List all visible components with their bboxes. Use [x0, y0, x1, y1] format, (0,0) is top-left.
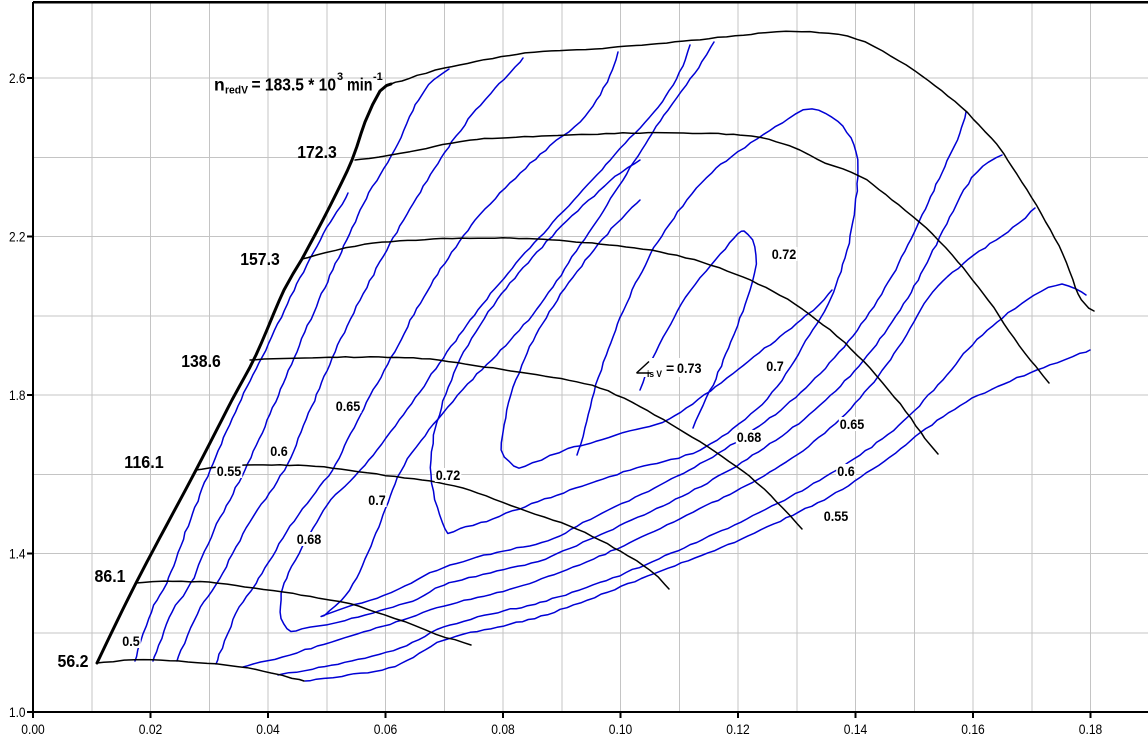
svg-text:138.6: 138.6: [181, 351, 221, 371]
svg-text:0.14: 0.14: [844, 722, 868, 738]
svg-text:1.4: 1.4: [9, 547, 26, 563]
svg-text:157.3: 157.3: [240, 249, 280, 269]
svg-text:= 183.5 * 10: = 183.5 * 10: [252, 75, 337, 95]
svg-text:0.7: 0.7: [368, 492, 386, 508]
svg-text:min: min: [347, 75, 373, 95]
svg-text:86.1: 86.1: [95, 566, 126, 586]
svg-text:2.2: 2.2: [9, 230, 26, 246]
svg-text:0.10: 0.10: [609, 722, 633, 738]
svg-text:0.55: 0.55: [824, 508, 849, 524]
svg-text:0.7: 0.7: [766, 358, 784, 374]
svg-text:=: =: [666, 360, 674, 376]
svg-text:56.2: 56.2: [58, 651, 89, 671]
svg-text:n: n: [214, 75, 225, 95]
svg-text:0.55: 0.55: [217, 463, 242, 479]
svg-text:0.04: 0.04: [256, 722, 280, 738]
svg-text:-1: -1: [373, 71, 383, 83]
svg-text:0.68: 0.68: [297, 531, 322, 547]
svg-text:0.18: 0.18: [1079, 722, 1103, 738]
svg-text:0.68: 0.68: [737, 429, 762, 445]
svg-text:0.08: 0.08: [491, 722, 515, 738]
svg-text:0.5: 0.5: [122, 633, 140, 649]
svg-text:0.06: 0.06: [374, 722, 398, 738]
svg-text:1.0: 1.0: [9, 705, 26, 721]
svg-text:0.02: 0.02: [139, 722, 163, 738]
svg-text:is V: is V: [647, 369, 663, 380]
svg-text:172.3: 172.3: [297, 142, 337, 162]
svg-text:0.00: 0.00: [21, 722, 45, 738]
svg-text:2.6: 2.6: [9, 71, 26, 87]
svg-text:0.65: 0.65: [336, 398, 361, 414]
svg-text:116.1: 116.1: [124, 452, 164, 472]
svg-text:0.73: 0.73: [677, 360, 702, 376]
svg-text:3: 3: [337, 71, 343, 83]
svg-text:0.12: 0.12: [726, 722, 750, 738]
svg-text:redV: redV: [225, 85, 249, 97]
svg-text:0.72: 0.72: [436, 467, 461, 483]
svg-text:1.8: 1.8: [9, 388, 26, 404]
svg-text:0.72: 0.72: [772, 246, 797, 262]
svg-text:0.6: 0.6: [270, 443, 288, 459]
svg-text:0.65: 0.65: [840, 416, 865, 432]
svg-text:0.6: 0.6: [837, 463, 855, 479]
svg-text:0.16: 0.16: [961, 722, 985, 738]
